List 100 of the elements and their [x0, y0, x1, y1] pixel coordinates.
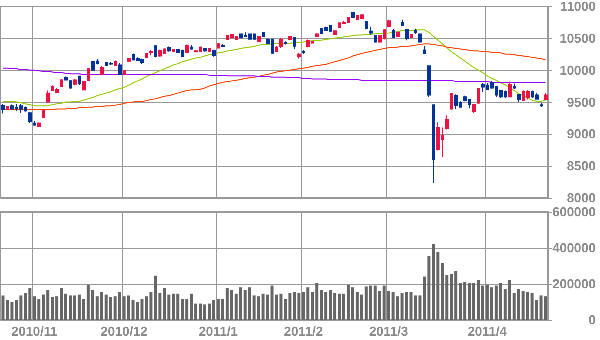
- candlestick: [114, 60, 117, 68]
- candlestick: [526, 90, 530, 100]
- candlestick: [324, 26, 328, 32]
- candlestick: [127, 58, 131, 63]
- candlestick: [481, 82, 485, 93]
- candlestick: [78, 76, 81, 86]
- x-tick-label: 2011/3: [369, 324, 408, 339]
- candlestick: [418, 33, 422, 44]
- candlestick: [279, 38, 283, 48]
- candlestick: [365, 21, 368, 30]
- x-tick-label: 2011/1: [198, 324, 238, 339]
- candlestick: [208, 48, 211, 53]
- candlestick: [262, 32, 265, 38]
- candlestick: [427, 65, 431, 98]
- candlestick: [172, 48, 175, 52]
- candlestick: [302, 50, 305, 55]
- candlestick: [239, 33, 243, 39]
- candlestick: [351, 12, 355, 18]
- candlestick: [423, 46, 426, 55]
- x-tick-label: 2011/4: [468, 324, 508, 339]
- candlestick: [203, 47, 207, 52]
- candlestick: [64, 76, 68, 82]
- candlestick: [46, 90, 50, 104]
- candlestick: [136, 57, 140, 62]
- candlestick: [396, 32, 400, 38]
- candlestick: [145, 52, 148, 59]
- candlestick: [109, 62, 113, 66]
- candlestick: [284, 41, 287, 46]
- candlestick: [87, 68, 90, 82]
- candlestick: [60, 78, 63, 88]
- candlestick: [82, 80, 86, 92]
- candlestick: [248, 33, 252, 40]
- y-tick-label: 200000: [552, 276, 596, 292]
- y-tick-label: 600000: [552, 204, 596, 220]
- y-tick-label: 10500: [560, 30, 596, 46]
- candlestick: [410, 33, 413, 39]
- candlestick: [6, 106, 9, 110]
- bar: [270, 286, 274, 320]
- candlestick: [190, 44, 193, 50]
- bar: [136, 302, 140, 320]
- candlestick: [297, 52, 301, 60]
- candlestick: [100, 66, 104, 76]
- candlestick: [517, 93, 521, 103]
- candlestick: [374, 34, 377, 44]
- candlestick: [401, 19, 404, 27]
- candlestick: [333, 30, 337, 36]
- candlestick: [149, 50, 153, 56]
- candlestick: [306, 39, 310, 48]
- candlestick: [472, 104, 476, 114]
- candlestick: [454, 94, 458, 110]
- candlestick: [154, 44, 157, 58]
- y-tick-label: 0: [588, 312, 596, 328]
- bar: [140, 299, 144, 320]
- bar: [410, 292, 413, 320]
- candlestick: [499, 90, 503, 99]
- y-tick-label: 11000: [560, 0, 596, 14]
- candlestick: [217, 43, 220, 50]
- y-tick-label: 10000: [560, 62, 596, 78]
- candlestick: [55, 88, 59, 94]
- candlestick: [445, 115, 449, 130]
- candlestick: [158, 49, 162, 58]
- candlestick: [513, 83, 516, 90]
- candlestick: [369, 26, 373, 36]
- candlestick: [405, 28, 409, 42]
- candlestick: [257, 36, 261, 43]
- candlestick: [69, 80, 72, 90]
- y-tick-label: 400000: [552, 240, 596, 256]
- candlestick: [414, 28, 417, 34]
- candlestick: [91, 60, 95, 72]
- candlestick: [432, 104, 435, 184]
- candlestick: [1, 104, 5, 114]
- x-tick-label: 2010/11: [11, 324, 58, 339]
- candlestick: [221, 44, 225, 48]
- candlestick: [167, 46, 171, 52]
- y-tick-label: 8500: [567, 158, 596, 174]
- y-tick-label: 8000: [567, 190, 596, 206]
- candlestick: [118, 62, 122, 76]
- candlestick: [37, 122, 41, 128]
- y-tick-label: 9000: [567, 126, 596, 142]
- candlestick: [360, 14, 364, 20]
- candlestick: [387, 19, 391, 28]
- candlestick: [185, 44, 189, 54]
- candlestick: [535, 92, 539, 100]
- x-tick-label: 2011/2: [284, 324, 324, 339]
- candlestick: [230, 34, 234, 39]
- candlestick: [140, 58, 144, 64]
- candlestick: [288, 36, 292, 41]
- candlestick: [342, 21, 346, 25]
- candlestick: [28, 112, 32, 124]
- candlestick: [315, 32, 319, 38]
- candlestick: [293, 36, 296, 50]
- candlestick: [450, 92, 453, 110]
- candlestick: [10, 104, 14, 110]
- y-tick-label: 9500: [567, 94, 596, 110]
- bar: [414, 296, 418, 320]
- candlestick: [544, 92, 548, 101]
- bar: [544, 296, 548, 320]
- candlestick: [73, 78, 77, 86]
- x-tick-label: 2010/12: [100, 324, 148, 339]
- candlestick: [194, 50, 198, 53]
